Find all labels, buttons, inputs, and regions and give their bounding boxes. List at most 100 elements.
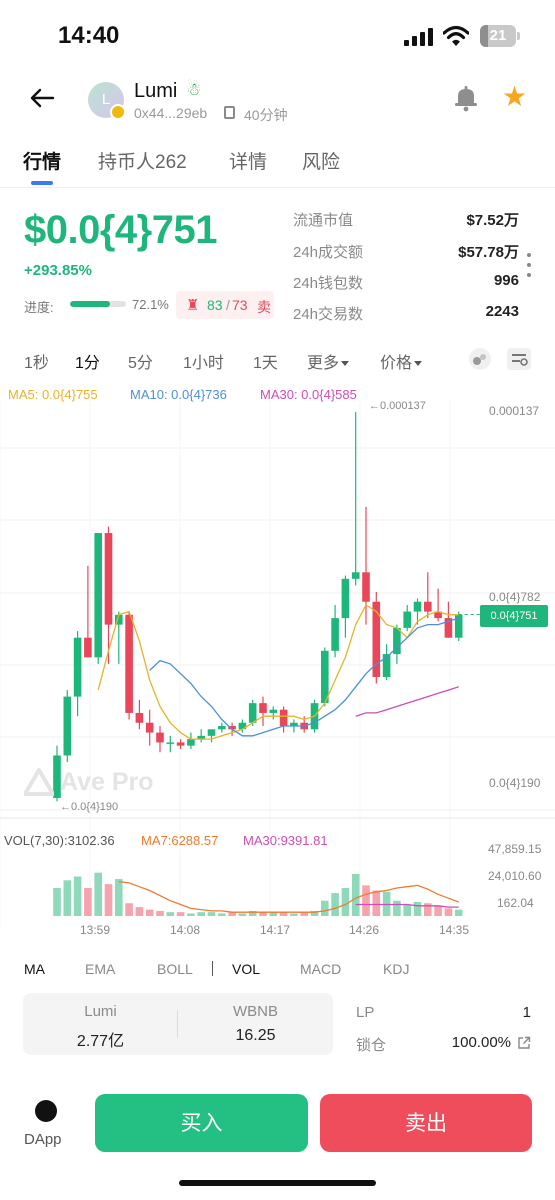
volume-bar <box>444 908 453 916</box>
volume-bar <box>331 893 339 916</box>
tab-3[interactable]: 风险 <box>302 152 341 173</box>
volume-bar <box>434 905 442 916</box>
volume-bar <box>207 912 216 916</box>
volume-bar <box>218 913 226 916</box>
timeframe-1[interactable]: 1分 <box>75 349 100 373</box>
pool-separator <box>177 1010 178 1038</box>
indicator-tab-vol[interactable]: VOL <box>232 961 261 977</box>
candle-body <box>125 614 133 713</box>
vol-legend: VOL(7,30):3102.36 <box>4 833 115 848</box>
copy-icon[interactable] <box>224 106 235 119</box>
candle-body <box>166 742 175 744</box>
candle-body <box>187 739 195 746</box>
price-chart[interactable] <box>0 400 555 945</box>
candle-body <box>176 742 185 746</box>
indicator-tab-ma[interactable]: MA <box>24 961 45 977</box>
volume-bar <box>372 890 381 916</box>
timeframe-4[interactable]: 1天 <box>253 349 278 373</box>
draw-tools-icon[interactable] <box>468 348 492 370</box>
volume-bar <box>403 904 411 916</box>
ave-logo-icon <box>24 768 54 796</box>
volume-bar <box>166 912 175 916</box>
candle-body <box>135 712 144 723</box>
candle-body <box>444 618 453 638</box>
tab-0[interactable]: 行情 <box>23 152 62 173</box>
token-avatar: L <box>88 82 124 118</box>
timeframe-2[interactable]: 5分 <box>128 349 153 373</box>
price-change: +293.85% <box>24 262 92 279</box>
volume-bar <box>269 912 278 916</box>
chart-settings-icon[interactable] <box>507 348 531 370</box>
buy-count: 83 <box>207 297 223 313</box>
vol-ma30-legend: MA30:9391.81 <box>243 833 328 848</box>
volume-bar <box>94 872 102 916</box>
token-emoji: ☃ <box>186 80 202 99</box>
vol-ma7-line <box>118 880 459 913</box>
vol-axis-low: 162.04 <box>497 896 534 910</box>
indicator-tab-boll[interactable]: BOLL <box>157 961 193 977</box>
indicator-tab-ema[interactable]: EMA <box>85 961 116 977</box>
current-price-tag: 0.0{4}751 <box>480 605 548 627</box>
stat-value: $57.78万 <box>458 244 519 261</box>
candle-body <box>341 578 350 619</box>
candle-body <box>104 533 113 625</box>
vol-axis-top: 47,859.15 <box>488 842 542 856</box>
volume-bar <box>145 909 154 916</box>
volume-bar <box>73 876 82 916</box>
caret-down-icon <box>341 361 350 366</box>
candle-body <box>63 696 72 756</box>
stat-label: 24h钱包数 <box>293 275 364 292</box>
volume-bar <box>135 907 144 916</box>
volume-bar <box>351 873 360 916</box>
timeframe-6[interactable]: 价格 <box>380 349 423 373</box>
timeframe-5[interactable]: 更多 <box>307 349 350 373</box>
timeframe-0[interactable]: 1秒 <box>24 349 49 373</box>
ma30-legend: MA30: 0.0{4}585 <box>260 387 357 402</box>
volume-bar <box>290 913 298 916</box>
token-address[interactable]: 0x44...29eb <box>134 105 208 121</box>
timeframe-label: 1秒 <box>24 355 49 372</box>
tab-2[interactable]: 详情 <box>229 152 268 173</box>
sell-label: 卖 <box>257 299 271 315</box>
candle-body <box>279 709 288 727</box>
candle-body <box>145 722 154 733</box>
price-axis-mid: 0.0{4}782 <box>489 590 541 604</box>
more-options-icon[interactable] <box>526 253 532 279</box>
volume-bar <box>300 912 308 916</box>
dapp-label[interactable]: DApp <box>24 1131 62 1148</box>
indicator-tab-macd[interactable]: MACD <box>300 961 342 977</box>
candle-body <box>156 732 164 743</box>
external-link-icon[interactable] <box>517 1036 531 1050</box>
dapp-icon[interactable] <box>35 1100 57 1122</box>
candle-body <box>73 637 82 697</box>
candle-body <box>351 572 360 579</box>
candle-body <box>413 601 422 612</box>
candle-body <box>228 726 236 730</box>
vol-axis-mid: 24,010.60 <box>488 869 542 883</box>
candle-body <box>321 650 329 704</box>
volume-bar <box>341 887 350 916</box>
candle-body <box>290 722 298 727</box>
timeframe-3[interactable]: 1小时 <box>183 349 224 373</box>
candle-body <box>434 611 442 619</box>
sell-button[interactable]: 卖出 <box>320 1094 532 1152</box>
volume-bar <box>187 913 195 916</box>
bell-icon[interactable] <box>452 84 480 112</box>
indicator-tab-kdj[interactable]: KDJ <box>383 961 410 977</box>
candle-body <box>424 601 432 612</box>
progress-label: 进度: <box>24 300 54 315</box>
volume-bar <box>362 885 370 916</box>
buy-button[interactable]: 买入 <box>95 1094 308 1152</box>
back-arrow-icon[interactable] <box>28 84 56 112</box>
candle-body <box>84 637 92 658</box>
candle-body <box>331 618 339 651</box>
volume-bar <box>53 887 61 916</box>
candle-body <box>197 735 205 740</box>
time-axis-label: 14:08 <box>170 923 201 937</box>
stat-value: $7.52万 <box>466 212 519 229</box>
favorite-star-icon[interactable]: ★ <box>502 81 528 112</box>
progress-value: 72.1% <box>132 297 169 312</box>
chart-watermark: Ave Pro <box>60 768 154 796</box>
indicator-separator <box>212 961 213 976</box>
tab-1[interactable]: 持币人262 <box>98 152 187 173</box>
